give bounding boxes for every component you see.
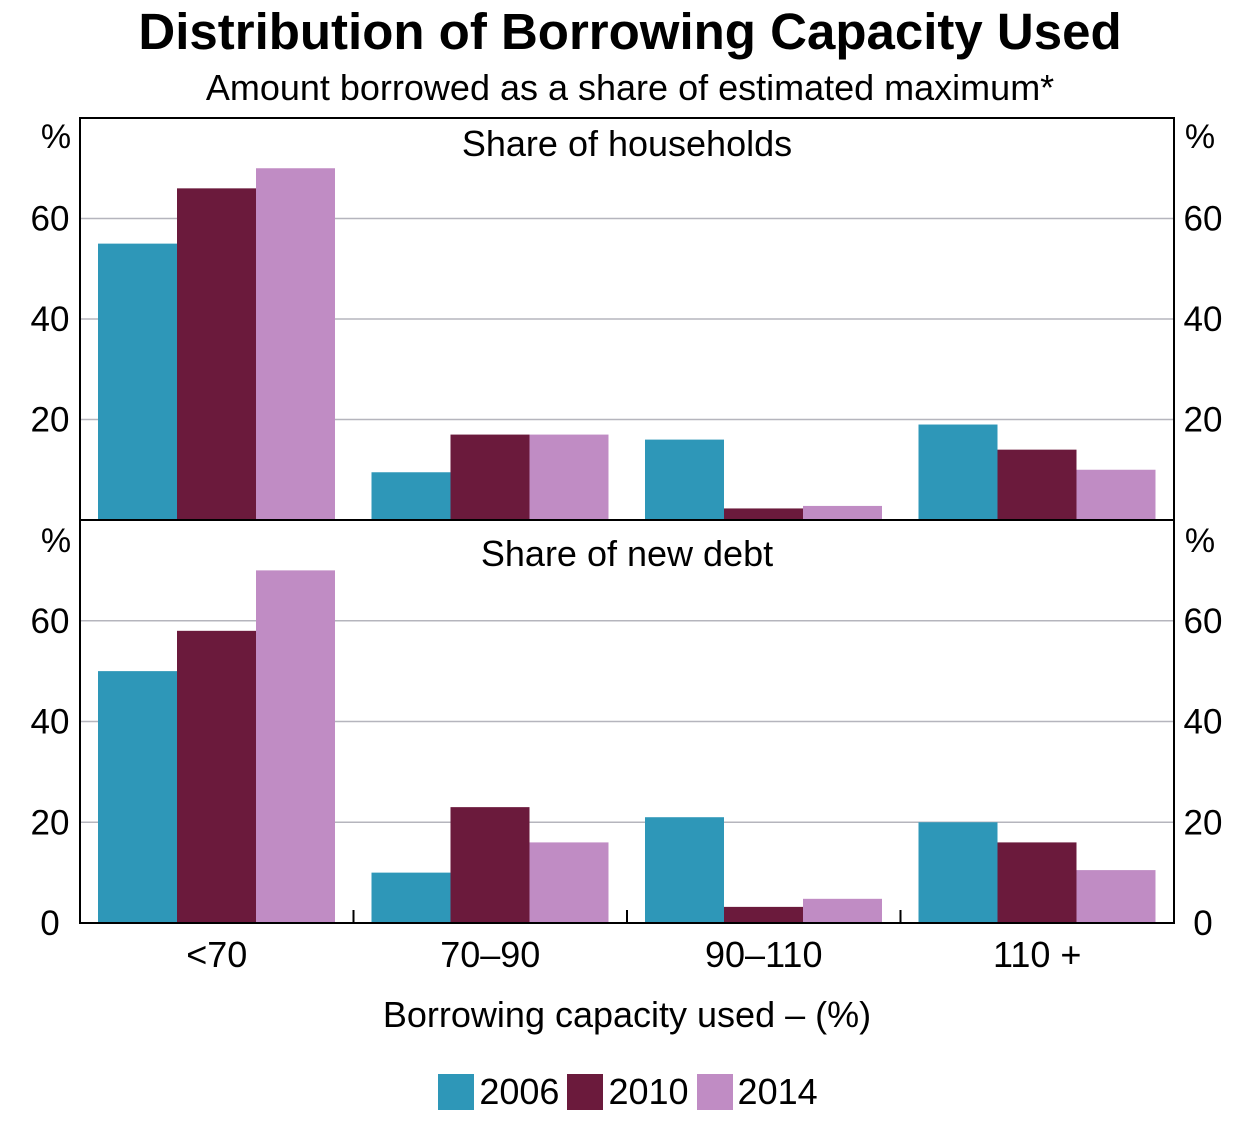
bar-2014-1 (529, 434, 609, 520)
bar-2006-0 (98, 671, 177, 923)
legend-label-2006: 2006 (479, 1071, 560, 1112)
bar-2014-2 (803, 505, 882, 520)
bar-2006-1 (371, 872, 451, 923)
bar-2010-0 (177, 630, 256, 923)
bar-2006-0 (98, 243, 177, 520)
y-tick-label-left: 0 (40, 904, 59, 943)
legend-label-2010: 2010 (608, 1071, 689, 1112)
y-tick-label-left: 60 (31, 200, 70, 239)
bar-2006-2 (645, 439, 724, 520)
y-tick-label-right: 0 (1193, 904, 1212, 943)
bar-2006-3 (918, 822, 998, 923)
legend-swatch-2014 (696, 1074, 733, 1110)
x-tick-labels: <70 70–90 90–110 110 + (186, 910, 1081, 975)
bar-2010-2 (724, 508, 803, 520)
bar-2010-1 (450, 807, 530, 923)
bar-2010-3 (997, 449, 1077, 520)
y-tick-label-left: 20 (31, 803, 70, 842)
legend-swatch-2006 (438, 1074, 475, 1110)
chart-subtitle: Amount borrowed as a share of estimated … (205, 67, 1055, 108)
y-tick-label-left: 20 (31, 401, 70, 440)
bar-2014-2 (803, 898, 882, 923)
y-tick-label-right: 60 (1184, 200, 1223, 239)
panel-new-debt: 0 0 20 20 40 40 60 60 Share of new debt % % (31, 519, 1223, 943)
bar-2014-3 (1076, 469, 1156, 520)
bar-2006-2 (645, 817, 724, 923)
chart-title: Distribution of Borrowing Capacity Used (138, 3, 1122, 60)
y-tick-label-right: 20 (1184, 803, 1223, 842)
panel-households: 20 20 40 40 60 60 Share of households % % (31, 117, 1223, 521)
y-tick-label-right: 40 (1184, 703, 1223, 742)
bar-2006-1 (371, 472, 451, 520)
chart-svg: 20 20 40 40 60 60 Share of households % % 0 0 2… (31, 117, 1223, 1035)
bar-2014-3 (1076, 870, 1156, 923)
x-axis-label: Borrowing capacity used – (%) (383, 994, 871, 1035)
x-tick-label: 90–110 (705, 934, 822, 975)
y-tick-label-right: 20 (1184, 401, 1223, 440)
y-tick-label-right: 40 (1184, 300, 1223, 339)
bar-2010-1 (450, 434, 530, 520)
legend-item-2014: 2014 (696, 1071, 822, 1112)
y-unit-right-households: % (1185, 118, 1215, 156)
bar-2014-0 (256, 168, 335, 520)
y-unit-left-new-debt: % (41, 522, 71, 560)
y-unit-right-new-debt: % (1185, 522, 1215, 560)
bar-2006-3 (918, 424, 998, 520)
legend-item-2006: 2006 (438, 1072, 563, 1112)
panel-title-new-debt: Share of new debt (481, 533, 773, 574)
legend-swatch-2010 (567, 1074, 604, 1110)
x-tick-label: 70–90 (440, 934, 540, 975)
x-tick-label: <70 (186, 934, 247, 975)
bar-2010-0 (177, 188, 256, 520)
bar-2014-0 (256, 570, 335, 923)
bar-2010-2 (724, 906, 803, 923)
legend-item-2010: 2010 (567, 1072, 692, 1112)
bar-2014-1 (529, 842, 609, 923)
x-tick-label: 110 + (993, 934, 1081, 975)
legend-label-2014: 2014 (737, 1071, 818, 1112)
bar-2010-3 (997, 842, 1077, 923)
y-unit-left-households: % (41, 118, 71, 156)
panel-title-households: Share of households (462, 123, 792, 164)
y-tick-label-left: 40 (31, 300, 70, 339)
y-tick-label-left: 60 (31, 602, 70, 641)
y-tick-label-right: 60 (1184, 602, 1223, 641)
y-tick-label-left: 40 (31, 703, 70, 742)
legend: 2006 2010 2014 (0, 1070, 1260, 1114)
